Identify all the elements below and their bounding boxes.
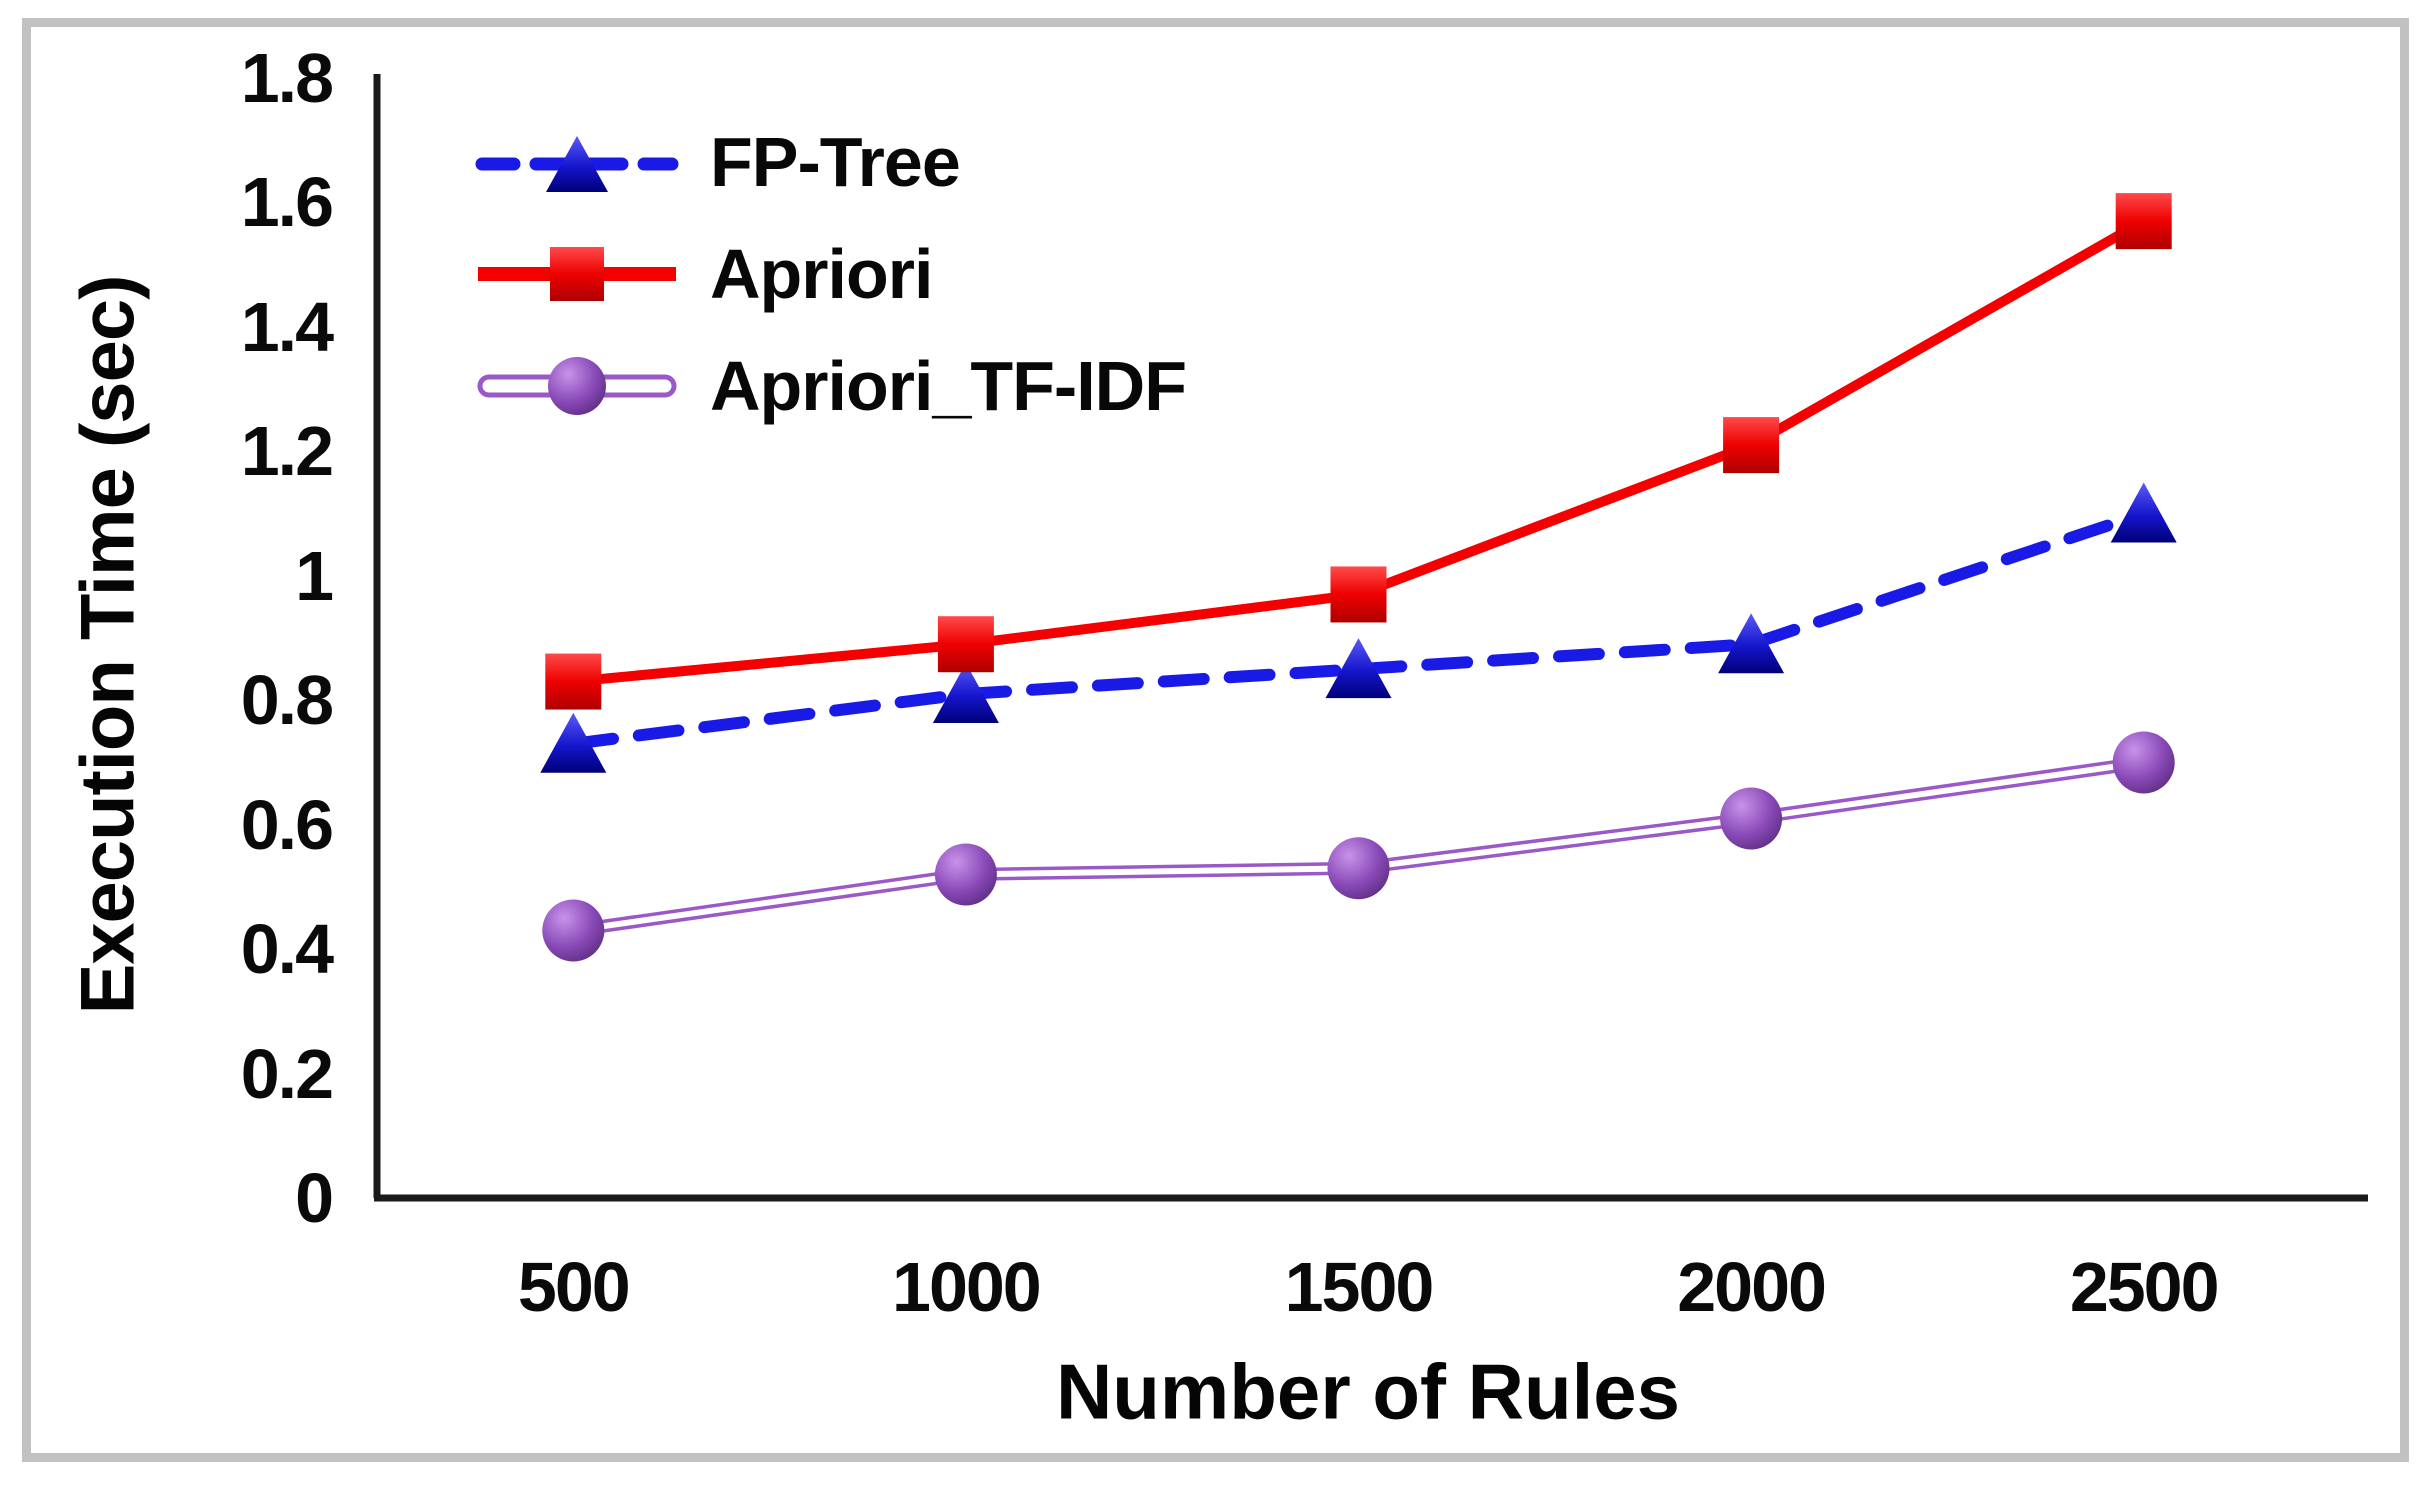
apriori-tf-idf-marker — [1720, 787, 1783, 850]
y-tick-label: 1 — [295, 536, 334, 615]
legend: FP-Tree Apriori Apriori_TF-IDF — [472, 123, 1187, 460]
y-tick-label: 0.4 — [240, 910, 334, 989]
y-tick-label: 1.4 — [240, 287, 334, 366]
y-tick-label: 1.2 — [240, 412, 334, 491]
x-tick-label: 500 — [517, 1248, 631, 1326]
fp-tree-marker — [1718, 613, 1785, 674]
apriori-tf-idf-marker — [542, 899, 605, 962]
apriori-solid-line-square-icon — [478, 247, 676, 301]
fp-tree-marker — [1325, 638, 1392, 699]
legend-item-fp-tree: FP-Tree — [472, 123, 1186, 201]
apriori-marker — [545, 653, 602, 710]
apriori-tf-idf-double-line-circle-icon — [477, 357, 677, 415]
y-axis-title: Execution Time (sec) — [65, 275, 151, 1015]
y-tick-label: 0.6 — [240, 785, 334, 864]
x-tick-label: 1000 — [892, 1248, 1042, 1326]
y-tick-label: 1.8 — [240, 39, 334, 117]
apriori-marker — [937, 616, 994, 673]
fp-tree-line — [567, 507, 2150, 750]
x-tick-label: 2000 — [1677, 1248, 1827, 1326]
apriori-marker — [1330, 566, 1387, 623]
x-tick-label: 2500 — [2069, 1248, 2220, 1326]
legend-item-apriori-tf-idf: Apriori_TF-IDF — [472, 347, 1187, 425]
apriori-marker — [2115, 193, 2172, 250]
legend-label-apriori: Apriori — [710, 235, 933, 313]
fp-tree-marker — [2110, 482, 2177, 543]
legend-label-apriori-tf-idf: Apriori_TF-IDF — [710, 347, 1187, 425]
fp-tree-marker — [932, 663, 999, 723]
legend-item-apriori: Apriori — [472, 235, 1186, 313]
y-tick-label: 0.2 — [240, 1034, 334, 1113]
apriori-tf-idf-marker — [934, 843, 997, 906]
apriori-tf-idf-marker — [2112, 731, 2175, 794]
fp-tree-marker — [540, 712, 607, 773]
apriori-marker — [1723, 417, 1780, 474]
y-tick-label: 0.8 — [240, 661, 334, 740]
x-axis-title: Number of Rules — [1055, 1347, 1681, 1436]
y-tick-label: 0 — [295, 1159, 334, 1237]
fp-tree-dashed-line-triangle-icon — [475, 136, 679, 192]
x-tick-label: 1500 — [1284, 1248, 1435, 1326]
legend-label-fp-tree: FP-Tree — [710, 123, 961, 201]
apriori-tf-idf-marker — [1327, 837, 1390, 900]
y-tick-label: 1.6 — [240, 163, 334, 242]
